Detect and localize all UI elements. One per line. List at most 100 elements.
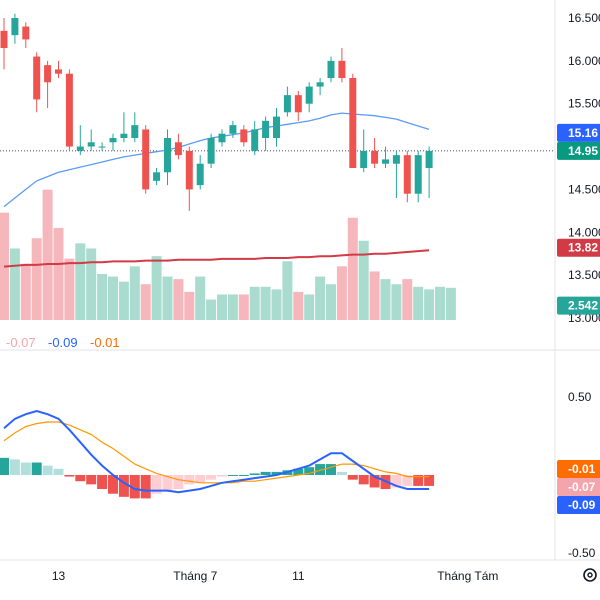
candle[interactable] xyxy=(338,60,346,78)
macd-value-tag-label: -0.01 xyxy=(568,462,596,476)
candle[interactable] xyxy=(0,30,8,48)
macd-histogram-bar xyxy=(151,475,162,494)
candle[interactable] xyxy=(294,95,302,113)
candle[interactable] xyxy=(120,133,128,138)
candle[interactable] xyxy=(22,26,30,40)
candle[interactable] xyxy=(316,82,324,87)
candle[interactable] xyxy=(142,129,150,190)
volume-bar xyxy=(9,248,20,320)
macd-histogram-bar xyxy=(391,475,402,488)
price-tick-label: 13.500 xyxy=(568,268,600,282)
candle[interactable] xyxy=(360,150,368,168)
price-tag-label: 13.82 xyxy=(568,241,598,255)
candle[interactable] xyxy=(392,155,400,164)
candle[interactable] xyxy=(109,138,117,143)
macd-value-tag xyxy=(557,478,600,496)
macd-histogram-bar xyxy=(358,475,369,485)
macd-histogram-bar xyxy=(97,475,108,490)
candle[interactable] xyxy=(229,125,237,134)
macd-histogram-bar xyxy=(424,475,435,486)
macd-histogram-bar xyxy=(336,471,347,475)
moving-average-line[interactable] xyxy=(3,112,430,208)
candle[interactable] xyxy=(65,73,73,147)
macd-histogram-bar xyxy=(347,475,358,480)
candle[interactable] xyxy=(218,133,226,143)
macd-panel[interactable]: -0.07 -0.09 -0.01 xyxy=(0,335,435,499)
candle[interactable] xyxy=(262,120,270,138)
macd-histogram-bar xyxy=(140,475,151,499)
candle[interactable] xyxy=(196,163,204,186)
volume-bar xyxy=(424,289,435,320)
macd-histogram-bar xyxy=(369,475,380,488)
volume-bar xyxy=(173,279,184,320)
macd-histogram-bar xyxy=(31,462,42,475)
macd-histogram-bar xyxy=(108,475,118,494)
candle[interactable] xyxy=(55,69,62,74)
time-tick-label: Tháng Tám xyxy=(437,569,498,583)
candle[interactable] xyxy=(240,129,248,143)
macd-histogram-bar xyxy=(402,475,413,486)
candle[interactable] xyxy=(44,65,52,83)
candle[interactable] xyxy=(76,146,84,151)
candle[interactable] xyxy=(371,150,379,164)
volume-bar xyxy=(282,261,293,320)
volume-bar xyxy=(184,291,195,320)
macd-histogram-bar xyxy=(9,459,20,475)
candle[interactable] xyxy=(33,56,41,100)
volume-bar xyxy=(97,274,108,320)
candle[interactable] xyxy=(425,150,433,168)
candle[interactable] xyxy=(414,155,422,194)
candle[interactable] xyxy=(153,172,161,181)
macd-histogram-bar xyxy=(315,464,326,475)
price-panel[interactable] xyxy=(0,13,555,320)
macd-histogram-bar xyxy=(260,471,271,475)
macd-histogram-bar xyxy=(249,473,260,475)
candle[interactable] xyxy=(87,142,95,147)
gear-icon[interactable] xyxy=(583,568,597,582)
time-tick-label: Tháng 7 xyxy=(173,569,217,583)
price-tag xyxy=(557,296,600,315)
volume-bar xyxy=(118,281,129,320)
macd-histogram-bar xyxy=(184,475,195,485)
candle[interactable] xyxy=(207,138,215,164)
volume-bar xyxy=(402,279,413,320)
macd-value-tag xyxy=(557,460,600,478)
macd-legend-value: -0.07 xyxy=(6,335,36,350)
volume-bar xyxy=(140,284,151,320)
volume-bar xyxy=(304,294,315,320)
volume-bar xyxy=(64,258,75,320)
candle[interactable] xyxy=(403,155,411,194)
price-tag-label: 14.95 xyxy=(568,144,598,158)
candle[interactable] xyxy=(131,125,139,138)
candle[interactable] xyxy=(283,95,291,113)
macd-histogram-bar xyxy=(217,475,227,477)
macd-histogram-bar xyxy=(326,464,336,475)
volume-bar xyxy=(206,299,217,320)
volume-bar xyxy=(271,289,282,320)
candle[interactable] xyxy=(305,86,313,104)
candle[interactable] xyxy=(327,60,335,78)
candle[interactable] xyxy=(273,116,280,138)
macd-histogram-bar xyxy=(206,475,217,480)
candle[interactable] xyxy=(164,138,171,173)
volume-bar xyxy=(380,279,391,320)
moving-average-line[interactable] xyxy=(3,249,430,268)
candle[interactable] xyxy=(174,142,182,156)
macd-histogram-bar xyxy=(227,475,238,476)
macd-histogram-bar xyxy=(53,468,64,475)
signal-line[interactable] xyxy=(3,421,430,484)
macd-line[interactable] xyxy=(3,409,430,494)
price-tag-label: 15.16 xyxy=(568,126,598,140)
candle[interactable] xyxy=(251,129,259,151)
candle[interactable] xyxy=(11,18,19,36)
candle[interactable] xyxy=(349,78,357,168)
macd-histogram-bar xyxy=(195,475,206,483)
volume-bar xyxy=(413,286,424,320)
price-tick-label: 14.000 xyxy=(568,225,600,239)
candle[interactable] xyxy=(382,159,389,164)
price-tag-label: 2.542 xyxy=(568,299,598,313)
candle[interactable] xyxy=(185,150,193,190)
macd-histogram-bar xyxy=(271,471,282,475)
candle[interactable] xyxy=(98,146,106,148)
